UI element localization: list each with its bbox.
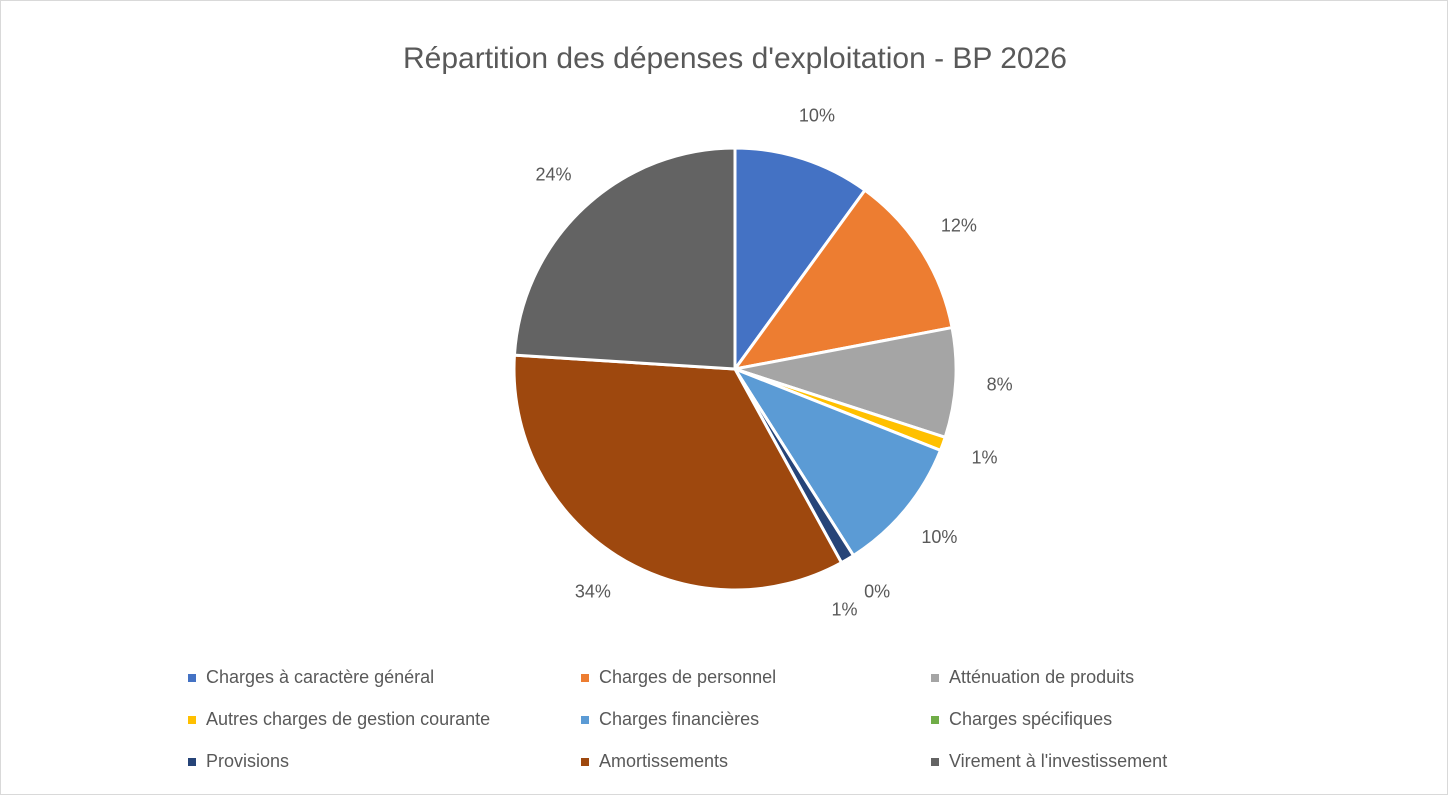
legend-marker bbox=[188, 674, 196, 682]
pie-slice bbox=[512, 353, 844, 592]
legend-marker bbox=[931, 674, 939, 682]
legend-label: Charges de personnel bbox=[599, 667, 776, 687]
chart-title: Répartition des dépenses d'exploitation … bbox=[403, 42, 1067, 75]
legend-label: Atténuation de produits bbox=[949, 667, 1134, 687]
legend-marker bbox=[581, 758, 589, 766]
data-label: 10% bbox=[799, 106, 835, 126]
legend-label: Autres charges de gestion courante bbox=[206, 709, 490, 729]
pie-slice bbox=[734, 325, 958, 440]
legend-marker bbox=[931, 716, 939, 724]
legend-label: Charges à caractère général bbox=[206, 667, 434, 687]
data-label: 24% bbox=[535, 164, 571, 184]
data-label: 12% bbox=[941, 216, 977, 236]
legend-label: Provisions bbox=[206, 751, 289, 771]
pie-slice bbox=[512, 146, 737, 371]
data-label: 34% bbox=[575, 582, 611, 602]
legend-marker bbox=[188, 716, 196, 724]
pie-slice bbox=[733, 146, 867, 374]
legend-label: Amortissements bbox=[599, 751, 728, 771]
pie-slice bbox=[731, 365, 943, 558]
data-label: 1% bbox=[972, 448, 998, 468]
legend-label: Charges spécifiques bbox=[949, 709, 1112, 729]
legend-label: Charges financières bbox=[599, 709, 759, 729]
data-label: 1% bbox=[832, 599, 858, 619]
data-label: 10% bbox=[921, 527, 957, 547]
legend-marker bbox=[581, 674, 589, 682]
legend-label: Virement à l'investissement bbox=[949, 751, 1167, 771]
pie-slice bbox=[731, 188, 954, 372]
data-label: 8% bbox=[987, 374, 1013, 394]
legend-marker bbox=[931, 758, 939, 766]
legend-marker bbox=[581, 716, 589, 724]
legend-marker bbox=[188, 758, 196, 766]
data-label: 0% bbox=[864, 582, 890, 602]
